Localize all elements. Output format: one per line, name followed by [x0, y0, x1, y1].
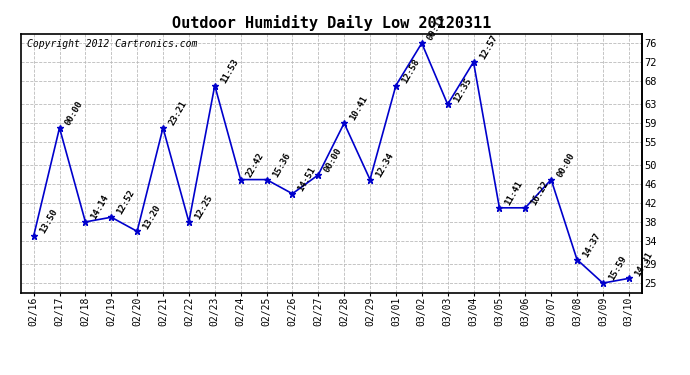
Text: 15:59: 15:59	[607, 255, 629, 282]
Text: 14:14: 14:14	[90, 194, 111, 221]
Text: 11:53: 11:53	[219, 57, 240, 85]
Text: 11:41: 11:41	[504, 179, 525, 207]
Text: 15:36: 15:36	[270, 151, 292, 179]
Text: 00:00: 00:00	[555, 151, 577, 179]
Text: 12:34: 12:34	[374, 151, 395, 179]
Text: 14:51: 14:51	[297, 165, 318, 193]
Text: Copyright 2012 Cartronics.com: Copyright 2012 Cartronics.com	[27, 39, 197, 49]
Text: 13:20: 13:20	[141, 203, 163, 231]
Text: 12:35: 12:35	[452, 76, 473, 104]
Text: 00:11: 00:11	[426, 15, 447, 42]
Text: 00:00: 00:00	[63, 99, 85, 127]
Text: 14:37: 14:37	[581, 231, 602, 259]
Text: 10:41: 10:41	[348, 94, 370, 122]
Text: 00:00: 00:00	[322, 146, 344, 174]
Text: 14:31: 14:31	[633, 250, 654, 278]
Text: 23:21: 23:21	[167, 99, 188, 127]
Text: 12:52: 12:52	[115, 189, 137, 216]
Text: 12:57: 12:57	[477, 33, 499, 61]
Text: 22:42: 22:42	[245, 151, 266, 179]
Text: 12:25: 12:25	[193, 194, 215, 221]
Text: 13:50: 13:50	[38, 207, 59, 235]
Text: 16:22: 16:22	[529, 179, 551, 207]
Text: 12:58: 12:58	[400, 57, 422, 85]
Title: Outdoor Humidity Daily Low 20120311: Outdoor Humidity Daily Low 20120311	[172, 15, 491, 31]
